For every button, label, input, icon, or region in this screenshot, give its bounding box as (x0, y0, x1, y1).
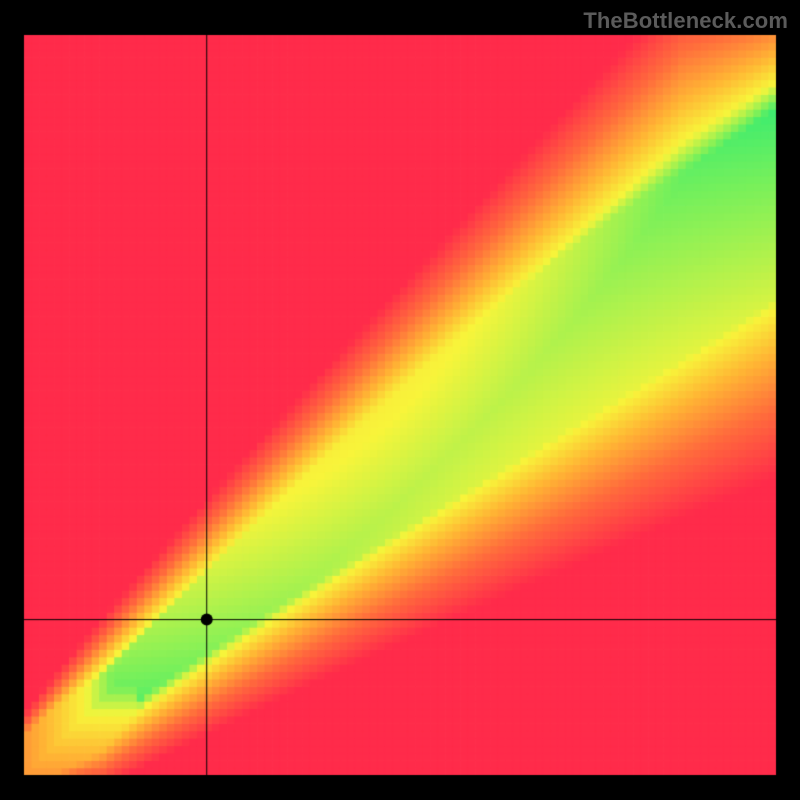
bottleneck-heatmap-canvas (0, 0, 800, 800)
chart-container: TheBottleneck.com (0, 0, 800, 800)
